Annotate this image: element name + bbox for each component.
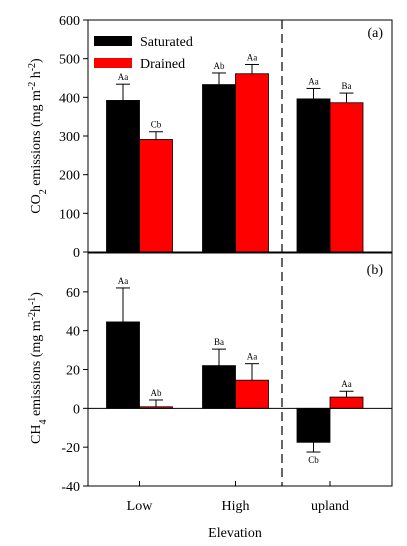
legend-label-drained: Drained <box>140 57 185 72</box>
panel-a-ytick-label: 400 <box>59 91 80 106</box>
panel-b-label: (b) <box>367 263 384 278</box>
panel-b-sig-saturated-upland: Cb <box>308 455 319 465</box>
panel-a-bar-drained-low <box>139 139 173 253</box>
panel-a-sig-saturated-upland: Aa <box>308 76 319 86</box>
panel-b-ytick-label: 60 <box>66 286 80 301</box>
panel-a-bar-saturated-upland <box>296 98 331 253</box>
panel-b-ylabel: CH4 emissions (mg m-2h-1) <box>27 292 49 444</box>
panel-b-bars <box>106 321 364 443</box>
legend-swatch-drained <box>94 58 132 68</box>
legend-swatch-saturated <box>94 36 132 46</box>
x-tick-labels: Low High upland <box>127 499 349 514</box>
panel-b-sig-saturated-low: Aa <box>118 276 129 286</box>
panel-a-bar-saturated-low <box>106 100 140 253</box>
x-tick-label-high: High <box>222 499 250 514</box>
panel-a-label: (a) <box>367 26 383 41</box>
panel-a-ylabel: CO2 emissions (mg m-2 h-2) <box>27 58 49 214</box>
panel-a-bar-drained-upland <box>329 102 364 253</box>
panel-a-ytick-label: 100 <box>59 207 80 222</box>
panel-a-bar-drained-high <box>235 73 269 253</box>
panel-a-sig-labels: Aa Ab Aa Cb Aa Ba <box>118 52 352 129</box>
panel-b-error-bars <box>116 287 354 453</box>
panel-b-ytick-label: 20 <box>66 364 80 379</box>
panel-b-sig-drained-high: Aa <box>247 352 258 362</box>
legend: Saturated Drained <box>94 35 193 72</box>
panel-b-ytick-label: -40 <box>61 480 80 495</box>
panel-b-ytick-label: -20 <box>61 441 80 456</box>
panel-a-ytick-label: 300 <box>59 130 80 145</box>
x-tick-label-upland: upland <box>311 499 349 514</box>
panel-b-sig-labels: Aa Ba Cb Ab Aa Aa <box>118 276 352 465</box>
panel-a-ytick-label: 200 <box>59 169 80 184</box>
panel-a-sig-saturated-high: Ab <box>214 61 225 71</box>
x-tick-label-low: Low <box>127 499 154 514</box>
panel-b-sig-drained-low: Ab <box>151 388 162 398</box>
panel-b-bar-drained-high <box>235 379 269 409</box>
panel-a-error-bars <box>116 63 354 140</box>
panel-a-sig-drained-high: Aa <box>247 52 258 62</box>
panel-a-sig-drained-upland: Ba <box>342 81 352 91</box>
panel-a-sig-saturated-low: Aa <box>118 72 129 82</box>
legend-label-saturated: Saturated <box>140 35 193 50</box>
panel-b-bar-drained-upland <box>329 396 364 409</box>
panel-a-ytick-label: 600 <box>59 14 80 29</box>
panel-b-ytick-label: 0 <box>73 402 80 417</box>
panel-a-bars <box>106 73 364 253</box>
panel-b-bar-saturated-upland <box>296 407 331 443</box>
panel-a-sig-drained-low: Cb <box>151 120 162 130</box>
panel-a-bar-saturated-high <box>202 84 236 253</box>
panel-a: Aa Ab Aa Cb Aa Ba 0 100 200 300 400 500 600 (a) CO2… <box>27 14 393 261</box>
panel-a-ytick-label: 500 <box>59 53 80 68</box>
panel-b-sig-drained-upland: Aa <box>341 379 352 389</box>
panel-b-axes: -40 -20 0 20 40 60 <box>61 252 393 495</box>
panel-b-bar-saturated-high <box>202 365 236 409</box>
panel-b: Aa Ba Cb Ab Aa Aa -40 -20 0 20 40 60 (b) CH4 emiss… <box>27 252 393 495</box>
panel-b-sig-saturated-high: Ba <box>214 337 224 347</box>
panel-a-axes: 0 100 200 300 400 500 600 <box>59 14 393 261</box>
x-axis-title: Elevation <box>208 526 262 541</box>
panel-b-bar-saturated-low <box>106 321 140 409</box>
panel-a-ytick-label: 0 <box>73 246 80 261</box>
panel-b-ytick-label: 40 <box>66 325 80 340</box>
